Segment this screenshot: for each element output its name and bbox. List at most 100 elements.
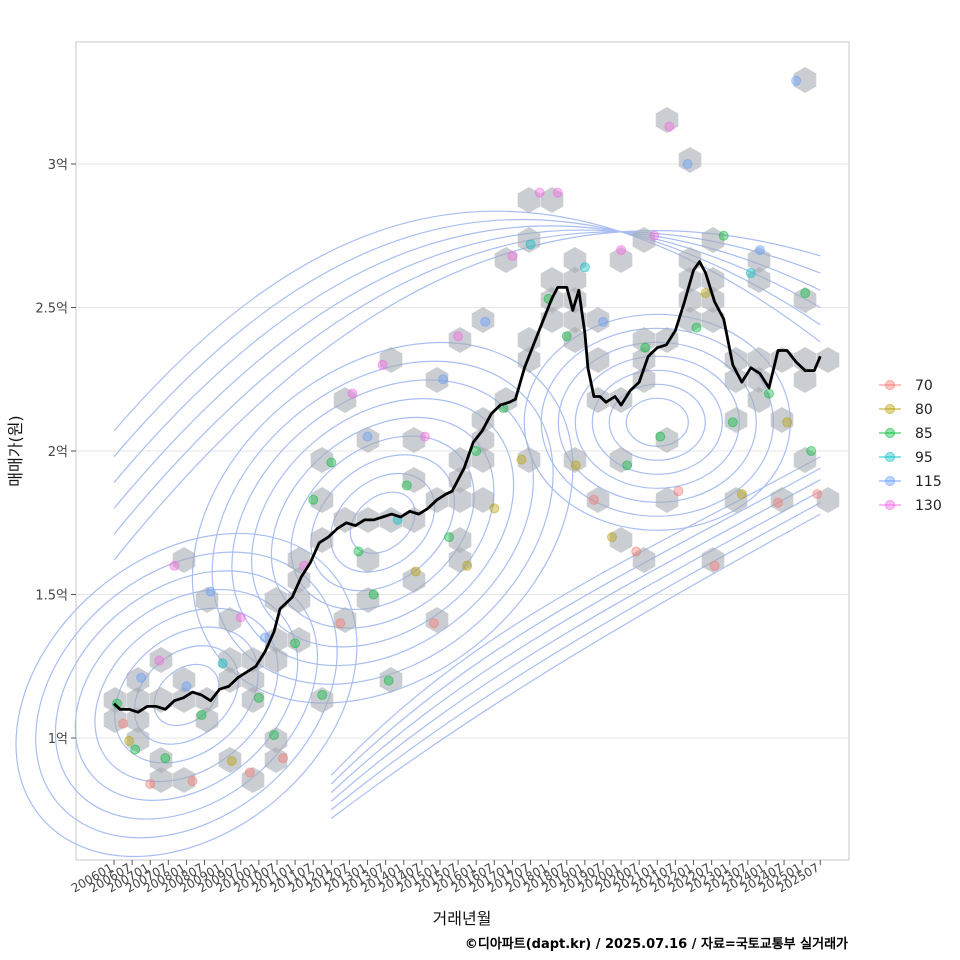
legend-label-85: 85: [915, 426, 933, 442]
hexbin-cell: [793, 447, 817, 473]
hexbin-cell: [632, 367, 656, 393]
data-point-115: [480, 316, 491, 327]
hexbin-cell: [632, 227, 656, 253]
data-point-115: [437, 374, 448, 385]
legend-marker-95: [885, 452, 895, 462]
hexbin-cell: [793, 287, 817, 313]
hexbin-cell: [655, 107, 679, 133]
hexbin-cell: [448, 547, 472, 573]
hexbin-cell: [747, 247, 771, 273]
hexbin-cell: [540, 187, 564, 213]
hexbin-cell: [701, 267, 725, 293]
hexbin-cell: [793, 67, 817, 93]
legend-label-130: 130: [915, 498, 942, 514]
hexbin-cell: [586, 347, 610, 373]
data-point-115: [362, 431, 373, 442]
density-contour: [251, 398, 515, 648]
data-point-80: [607, 532, 618, 543]
hexbin-cell: [655, 487, 679, 513]
legend-marker-70: [885, 380, 895, 390]
hexbin-cell: [701, 227, 725, 253]
data-point-70: [335, 618, 346, 629]
data-point-85: [383, 675, 394, 686]
hexbin-cell: [471, 447, 495, 473]
data-point-85: [130, 744, 141, 755]
data-point-80: [736, 489, 747, 500]
hexbin-cell: [172, 767, 196, 793]
data-point-85: [471, 446, 482, 456]
data-point-130: [235, 612, 246, 623]
data-point-115: [136, 672, 147, 683]
legend-marker-85: [885, 428, 895, 438]
data-point-130: [154, 655, 165, 666]
legend-marker-130: [885, 500, 895, 510]
data-point-85: [317, 689, 328, 700]
hexbin-cell: [379, 347, 403, 373]
hexbin-cell: [563, 327, 587, 353]
x-axis: 2006012006072007012007072008012008072009…: [69, 860, 822, 896]
hexbin-cell: [448, 527, 472, 553]
data-point-85: [353, 546, 364, 557]
scatter-points: [112, 75, 823, 789]
legend-marker-80: [885, 404, 895, 414]
data-point-70: [588, 494, 599, 505]
hexbin-cell: [126, 727, 150, 753]
hexbin-cell: [747, 267, 771, 293]
data-point-70: [428, 618, 439, 629]
density-contour: [15, 532, 358, 858]
hexbin-cell: [724, 487, 748, 513]
hexbin-cell: [241, 767, 265, 793]
data-point-130: [507, 250, 518, 261]
data-point-85: [806, 446, 817, 456]
data-point-130: [169, 560, 180, 571]
density-contour-lower: [330, 513, 821, 819]
legend-label-95: 95: [915, 450, 933, 466]
hexbin-cell: [701, 307, 725, 333]
density-contour: [211, 360, 554, 685]
data-point-70: [118, 718, 129, 729]
density-contour: [591, 369, 723, 475]
hexbin-cell: [218, 607, 242, 633]
data-point-130: [649, 230, 660, 241]
data-point-85: [308, 494, 319, 505]
hexbin-cell: [241, 647, 265, 673]
hexbin-cell: [264, 647, 288, 673]
data-point-80: [700, 288, 711, 299]
hexbin-cell: [379, 667, 403, 693]
hexbin-cell: [678, 307, 702, 333]
hexbin-cell: [264, 627, 288, 653]
hexbin-cell: [126, 707, 150, 733]
legend: 70 80 85 95 115 130: [879, 378, 942, 514]
hexbin-cell: [149, 767, 173, 793]
data-point-115: [181, 681, 192, 692]
hexbin-cell: [609, 447, 633, 473]
hexbin-cell: [264, 727, 288, 753]
data-point-70: [631, 546, 642, 557]
data-point-70: [773, 497, 784, 508]
data-point-85: [622, 460, 633, 471]
data-point-80: [516, 454, 527, 465]
hexbin-cell: [333, 387, 357, 413]
hexbin-cell: [448, 487, 472, 513]
hexbin-cell: [724, 367, 748, 393]
data-point-115: [754, 245, 765, 256]
hexbin-cell: [793, 367, 817, 393]
data-point-95: [525, 239, 536, 250]
hexbin-cell: [494, 247, 518, 273]
data-point-85: [655, 431, 666, 442]
data-point-115: [791, 75, 802, 86]
data-point-80: [489, 503, 500, 514]
data-point-130: [616, 245, 627, 256]
legend-label-80: 80: [915, 402, 933, 418]
hexbin-cell: [747, 367, 771, 393]
data-point-85: [253, 692, 264, 703]
hexbin-cell: [218, 747, 242, 773]
data-point-80: [462, 560, 473, 571]
legend-label-115: 115: [915, 474, 942, 490]
hexbin-cell: [126, 687, 150, 713]
hexbin-cell: [517, 187, 541, 213]
y-axis-title: 매매가(원): [6, 415, 25, 486]
data-point-130: [377, 359, 388, 370]
hexbin-cell: [517, 447, 541, 473]
